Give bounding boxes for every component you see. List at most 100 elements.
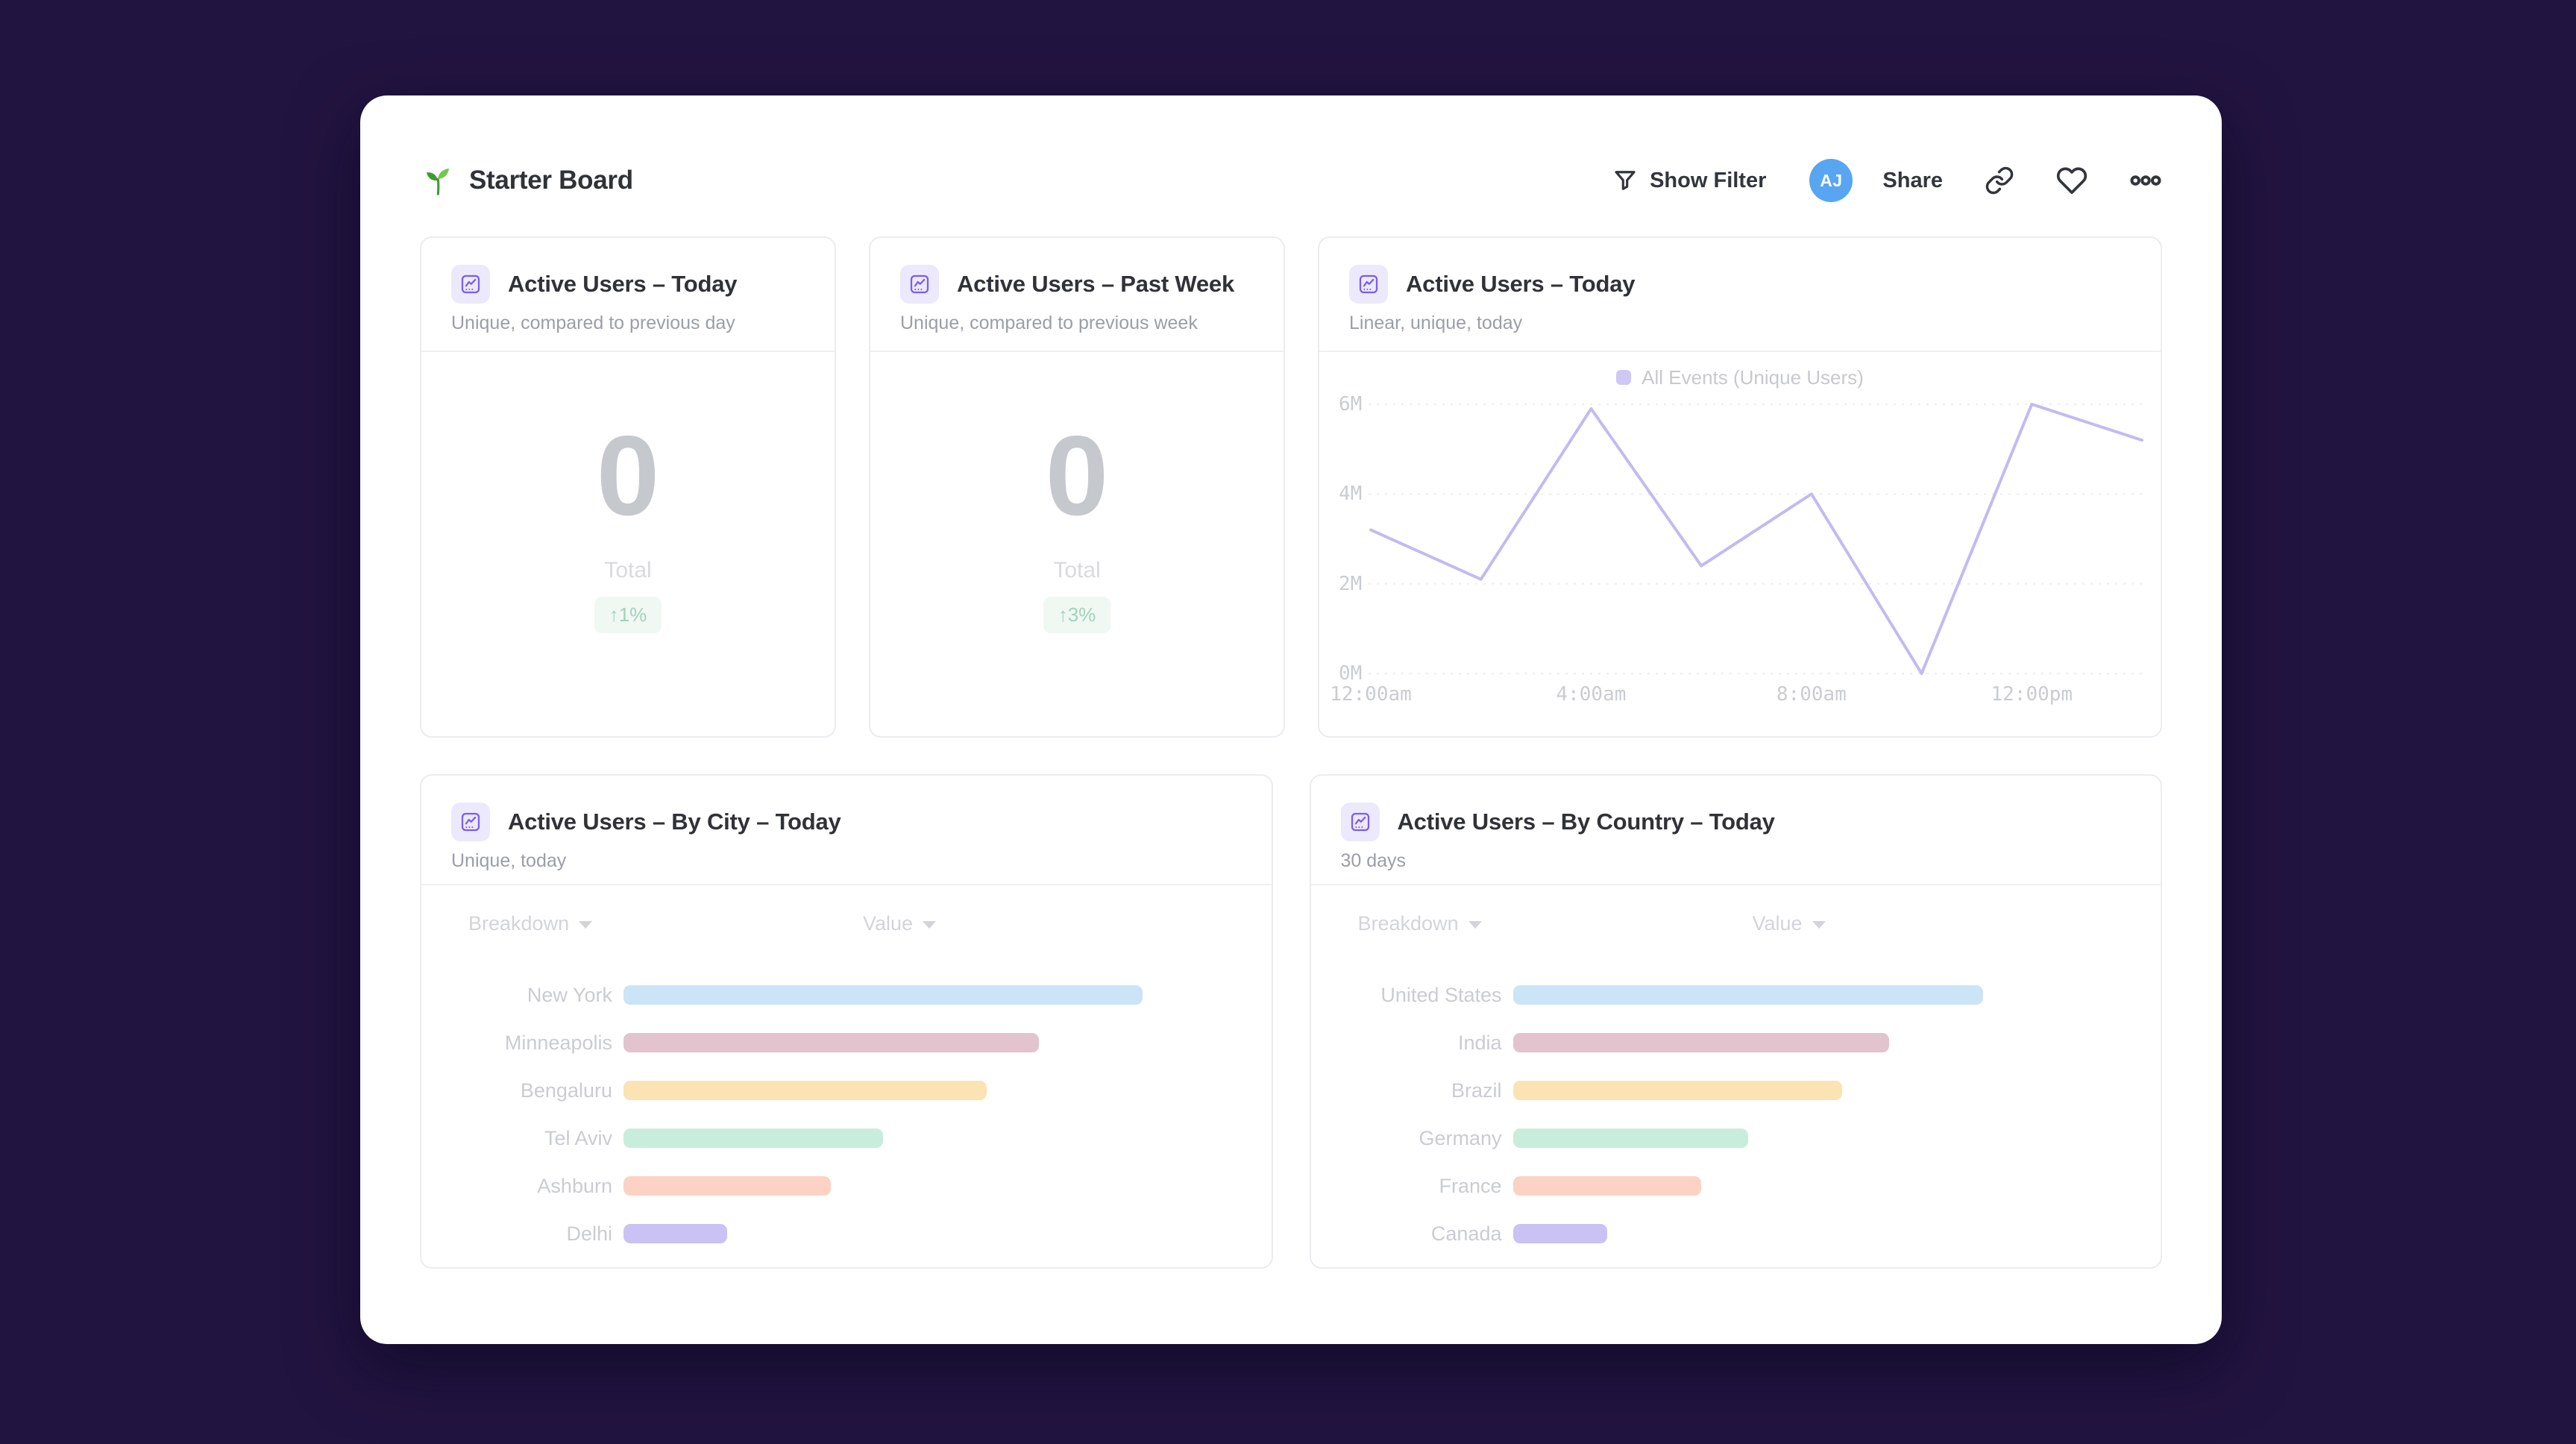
line-chart-area: 0M 2M 4M 6M <box>1319 393 2161 685</box>
breakdown-bar[interactable] <box>623 1176 831 1196</box>
breakdown-row: Brazil <box>1311 1079 2161 1102</box>
breakdown-bar[interactable] <box>623 985 1143 1005</box>
card-title: Active Users – Today <box>508 271 738 297</box>
card-header: Active Users – Today Linear, unique, tod… <box>1319 238 2161 352</box>
card-title: Active Users – Past Week <box>957 271 1235 297</box>
seedling-icon <box>420 163 456 198</box>
line-chart[interactable] <box>1369 401 2144 679</box>
card-title: Active Users – By Country – Today <box>1397 809 1775 835</box>
chart-legend: All Events (Unique Users) <box>1319 365 2161 389</box>
metric-body: 0 Total ↑1% <box>421 352 835 739</box>
avatar[interactable]: AJ <box>1809 159 1853 202</box>
breakdown-row: Canada <box>1311 1222 2161 1245</box>
breakdown-row: United States <box>1311 984 2161 1006</box>
breakdown-label: Delhi <box>566 1222 612 1245</box>
favorite-button[interactable] <box>2056 165 2087 196</box>
card-active-users-past-week: Active Users – Past Week Unique, compare… <box>869 236 1285 738</box>
cards-row-2: Active Users – By City – Today Unique, t… <box>360 774 2222 1269</box>
breakdown-bar[interactable] <box>1512 1033 1889 1052</box>
show-filter-button[interactable]: Show Filter <box>1612 167 1766 194</box>
breakdown-label: India <box>1457 1031 1502 1054</box>
x-axis: 12:00am 4:00am 8:00am 12:00pm <box>1319 680 2161 713</box>
value-column-button[interactable]: Value <box>1753 912 1826 935</box>
breakdown-bar[interactable] <box>1512 985 1983 1005</box>
breakdown-row: Bengaluru <box>421 1079 1272 1102</box>
breakdown-bar[interactable] <box>623 1128 883 1148</box>
breakdown-label: Bengaluru <box>520 1079 612 1102</box>
more-options-button[interactable] <box>2129 164 2162 197</box>
breakdown-row: France <box>1311 1175 2161 1197</box>
breakdown-row: India <box>1311 1032 2161 1054</box>
legend-swatch <box>1616 370 1632 385</box>
breakdown-bar[interactable] <box>1512 1176 1701 1196</box>
breakdown-bar[interactable] <box>623 1081 987 1100</box>
breakdown-bar[interactable] <box>623 1033 1039 1052</box>
breakdown-rows: United States India Brazil Germany France Can… <box>1311 984 2161 1245</box>
y-axis-label: 6M <box>1339 392 1363 415</box>
chevron-down-icon <box>1812 921 1826 929</box>
card-active-users-by-country: Active Users – By Country – Today 30 day… <box>1309 774 2162 1269</box>
x-axis-label: 8:00am <box>1776 683 1847 706</box>
link-icon <box>1985 166 2014 195</box>
breakdown-column-label: Breakdown <box>1357 912 1459 935</box>
breakdown-label: New York <box>527 983 612 1006</box>
x-axis-label: 12:00am <box>1330 683 1412 706</box>
breakdown-label: France <box>1439 1174 1502 1197</box>
metric-value-label: Total <box>604 558 652 583</box>
breakdown-bar[interactable] <box>623 1224 727 1243</box>
y-axis-label: 4M <box>1339 483 1363 506</box>
chart-card-icon <box>900 265 939 304</box>
line-series <box>1369 402 2143 675</box>
metric-value: 0 <box>1045 412 1109 539</box>
chevron-down-icon <box>579 921 593 929</box>
filter-icon <box>1615 171 1636 190</box>
y-axis-label: 0M <box>1339 662 1363 685</box>
chart-card-icon <box>1340 803 1380 841</box>
breakdown-bar[interactable] <box>1512 1224 1607 1243</box>
breakdown-table-header: Breakdown Value <box>1311 912 2161 939</box>
chevron-down-icon <box>1468 921 1482 929</box>
breakdown-row: Germany <box>1311 1127 2161 1149</box>
breakdown-rows: New York Minneapolis Bengaluru Tel Aviv Ashb… <box>421 984 1272 1245</box>
breakdown-label: Germany <box>1419 1126 1502 1149</box>
dashboard-panel: Starter Board Show Filter AJ Share <box>360 95 2222 1344</box>
breakdown-bar[interactable] <box>1512 1128 1748 1148</box>
card-header: Active Users – By Country – Today 30 day… <box>1310 776 2161 885</box>
chart-card-icon <box>451 803 490 841</box>
delta-badge: ↑3% <box>1043 597 1111 633</box>
breakdown-label: Ashburn <box>537 1174 612 1197</box>
breakdown-row: Ashburn <box>421 1175 1272 1197</box>
x-axis-label: 12:00pm <box>1991 683 2073 706</box>
breakdown-row: New York <box>421 984 1272 1006</box>
card-active-users-line-chart: Active Users – Today Linear, unique, tod… <box>1318 236 2162 738</box>
card-header: Active Users – Past Week Unique, compare… <box>870 238 1284 352</box>
card-title: Active Users – By City – Today <box>508 809 841 835</box>
share-button[interactable]: Share <box>1882 168 1943 192</box>
chart-card-icon <box>1349 265 1388 304</box>
breakdown-table-header: Breakdown Value <box>421 912 1272 939</box>
card-active-users-today: Active Users – Today Unique, compared to… <box>420 236 836 738</box>
legend-label: All Events (Unique Users) <box>1642 365 1864 389</box>
chart-card-icon <box>451 265 490 304</box>
breakdown-label: Tel Aviv <box>544 1126 612 1149</box>
metric-value: 0 <box>596 412 660 539</box>
y-axis-label: 2M <box>1339 572 1363 595</box>
breakdown-label: United States <box>1380 983 1502 1006</box>
breakdown-bar[interactable] <box>1512 1081 1842 1100</box>
breakdown-column-button[interactable]: Breakdown <box>1358 912 1482 935</box>
card-subtitle: Unique, compared to previous day <box>451 313 735 333</box>
cards-row-1: Active Users – Today Unique, compared to… <box>360 236 2222 738</box>
ellipsis-icon <box>2130 175 2161 186</box>
breakdown-column-button[interactable]: Breakdown <box>468 912 593 935</box>
breakdown-label: Canada <box>1430 1222 1502 1245</box>
metric-body: 0 Total ↑3% <box>870 352 1284 739</box>
metric-value-label: Total <box>1053 558 1101 583</box>
value-column-button[interactable]: Value <box>863 912 937 935</box>
header-actions: Show Filter AJ Share <box>1612 159 2162 202</box>
card-subtitle: Unique, compared to previous week <box>900 313 1198 333</box>
dashboard-header: Starter Board Show Filter AJ Share <box>360 157 2222 204</box>
card-header: Active Users – Today Unique, compared to… <box>421 238 835 352</box>
copy-link-button[interactable] <box>1985 166 2014 195</box>
heart-icon <box>2056 167 2087 194</box>
